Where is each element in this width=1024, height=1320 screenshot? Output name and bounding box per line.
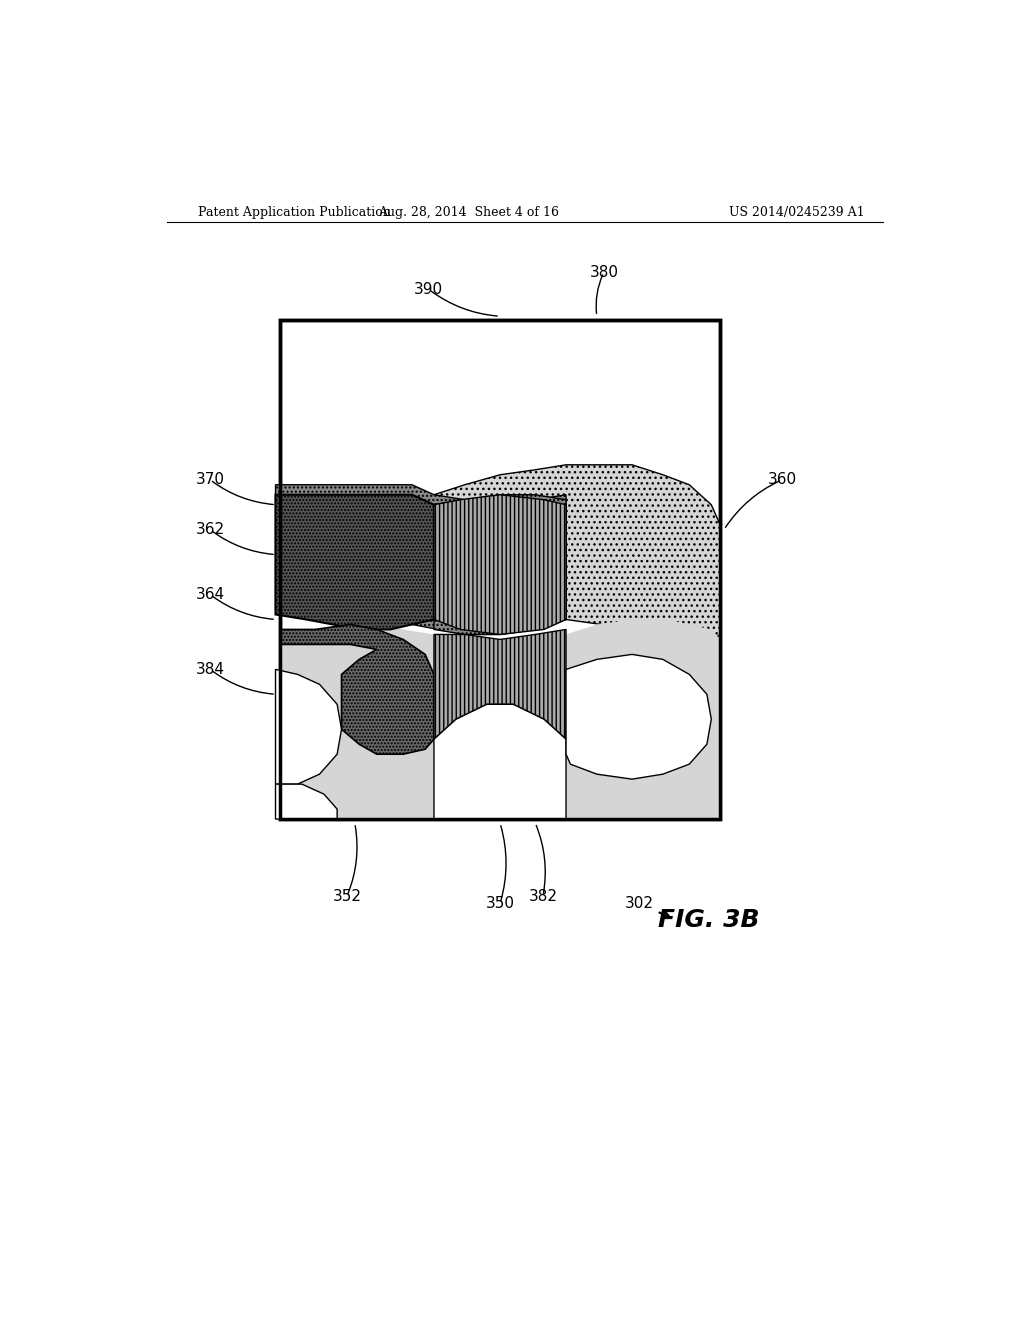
Polygon shape bbox=[434, 495, 566, 635]
Text: 360: 360 bbox=[768, 473, 797, 487]
Text: Aug. 28, 2014  Sheet 4 of 16: Aug. 28, 2014 Sheet 4 of 16 bbox=[379, 206, 559, 219]
Text: 350: 350 bbox=[485, 896, 514, 911]
Text: 302: 302 bbox=[625, 896, 670, 917]
Polygon shape bbox=[434, 630, 566, 739]
Text: 382: 382 bbox=[528, 888, 557, 904]
Polygon shape bbox=[280, 624, 434, 754]
Text: FIG. 3B: FIG. 3B bbox=[658, 908, 760, 932]
Text: 380: 380 bbox=[590, 265, 618, 280]
Text: US 2014/0245239 A1: US 2014/0245239 A1 bbox=[729, 206, 864, 219]
Text: 352: 352 bbox=[333, 888, 361, 904]
Bar bbox=[280, 321, 720, 818]
Polygon shape bbox=[275, 669, 342, 784]
Polygon shape bbox=[280, 619, 720, 818]
Text: Patent Application Publication: Patent Application Publication bbox=[198, 206, 390, 219]
Text: 370: 370 bbox=[196, 473, 224, 487]
Polygon shape bbox=[434, 465, 720, 649]
Text: 384: 384 bbox=[196, 661, 224, 677]
Polygon shape bbox=[434, 705, 566, 818]
Text: 364: 364 bbox=[196, 587, 224, 602]
Polygon shape bbox=[275, 495, 434, 630]
Polygon shape bbox=[434, 495, 566, 635]
Text: 390: 390 bbox=[414, 281, 443, 297]
Text: 362: 362 bbox=[196, 523, 224, 537]
Polygon shape bbox=[566, 655, 712, 779]
Polygon shape bbox=[275, 484, 566, 635]
Polygon shape bbox=[275, 784, 337, 818]
Bar bbox=[280, 321, 720, 818]
